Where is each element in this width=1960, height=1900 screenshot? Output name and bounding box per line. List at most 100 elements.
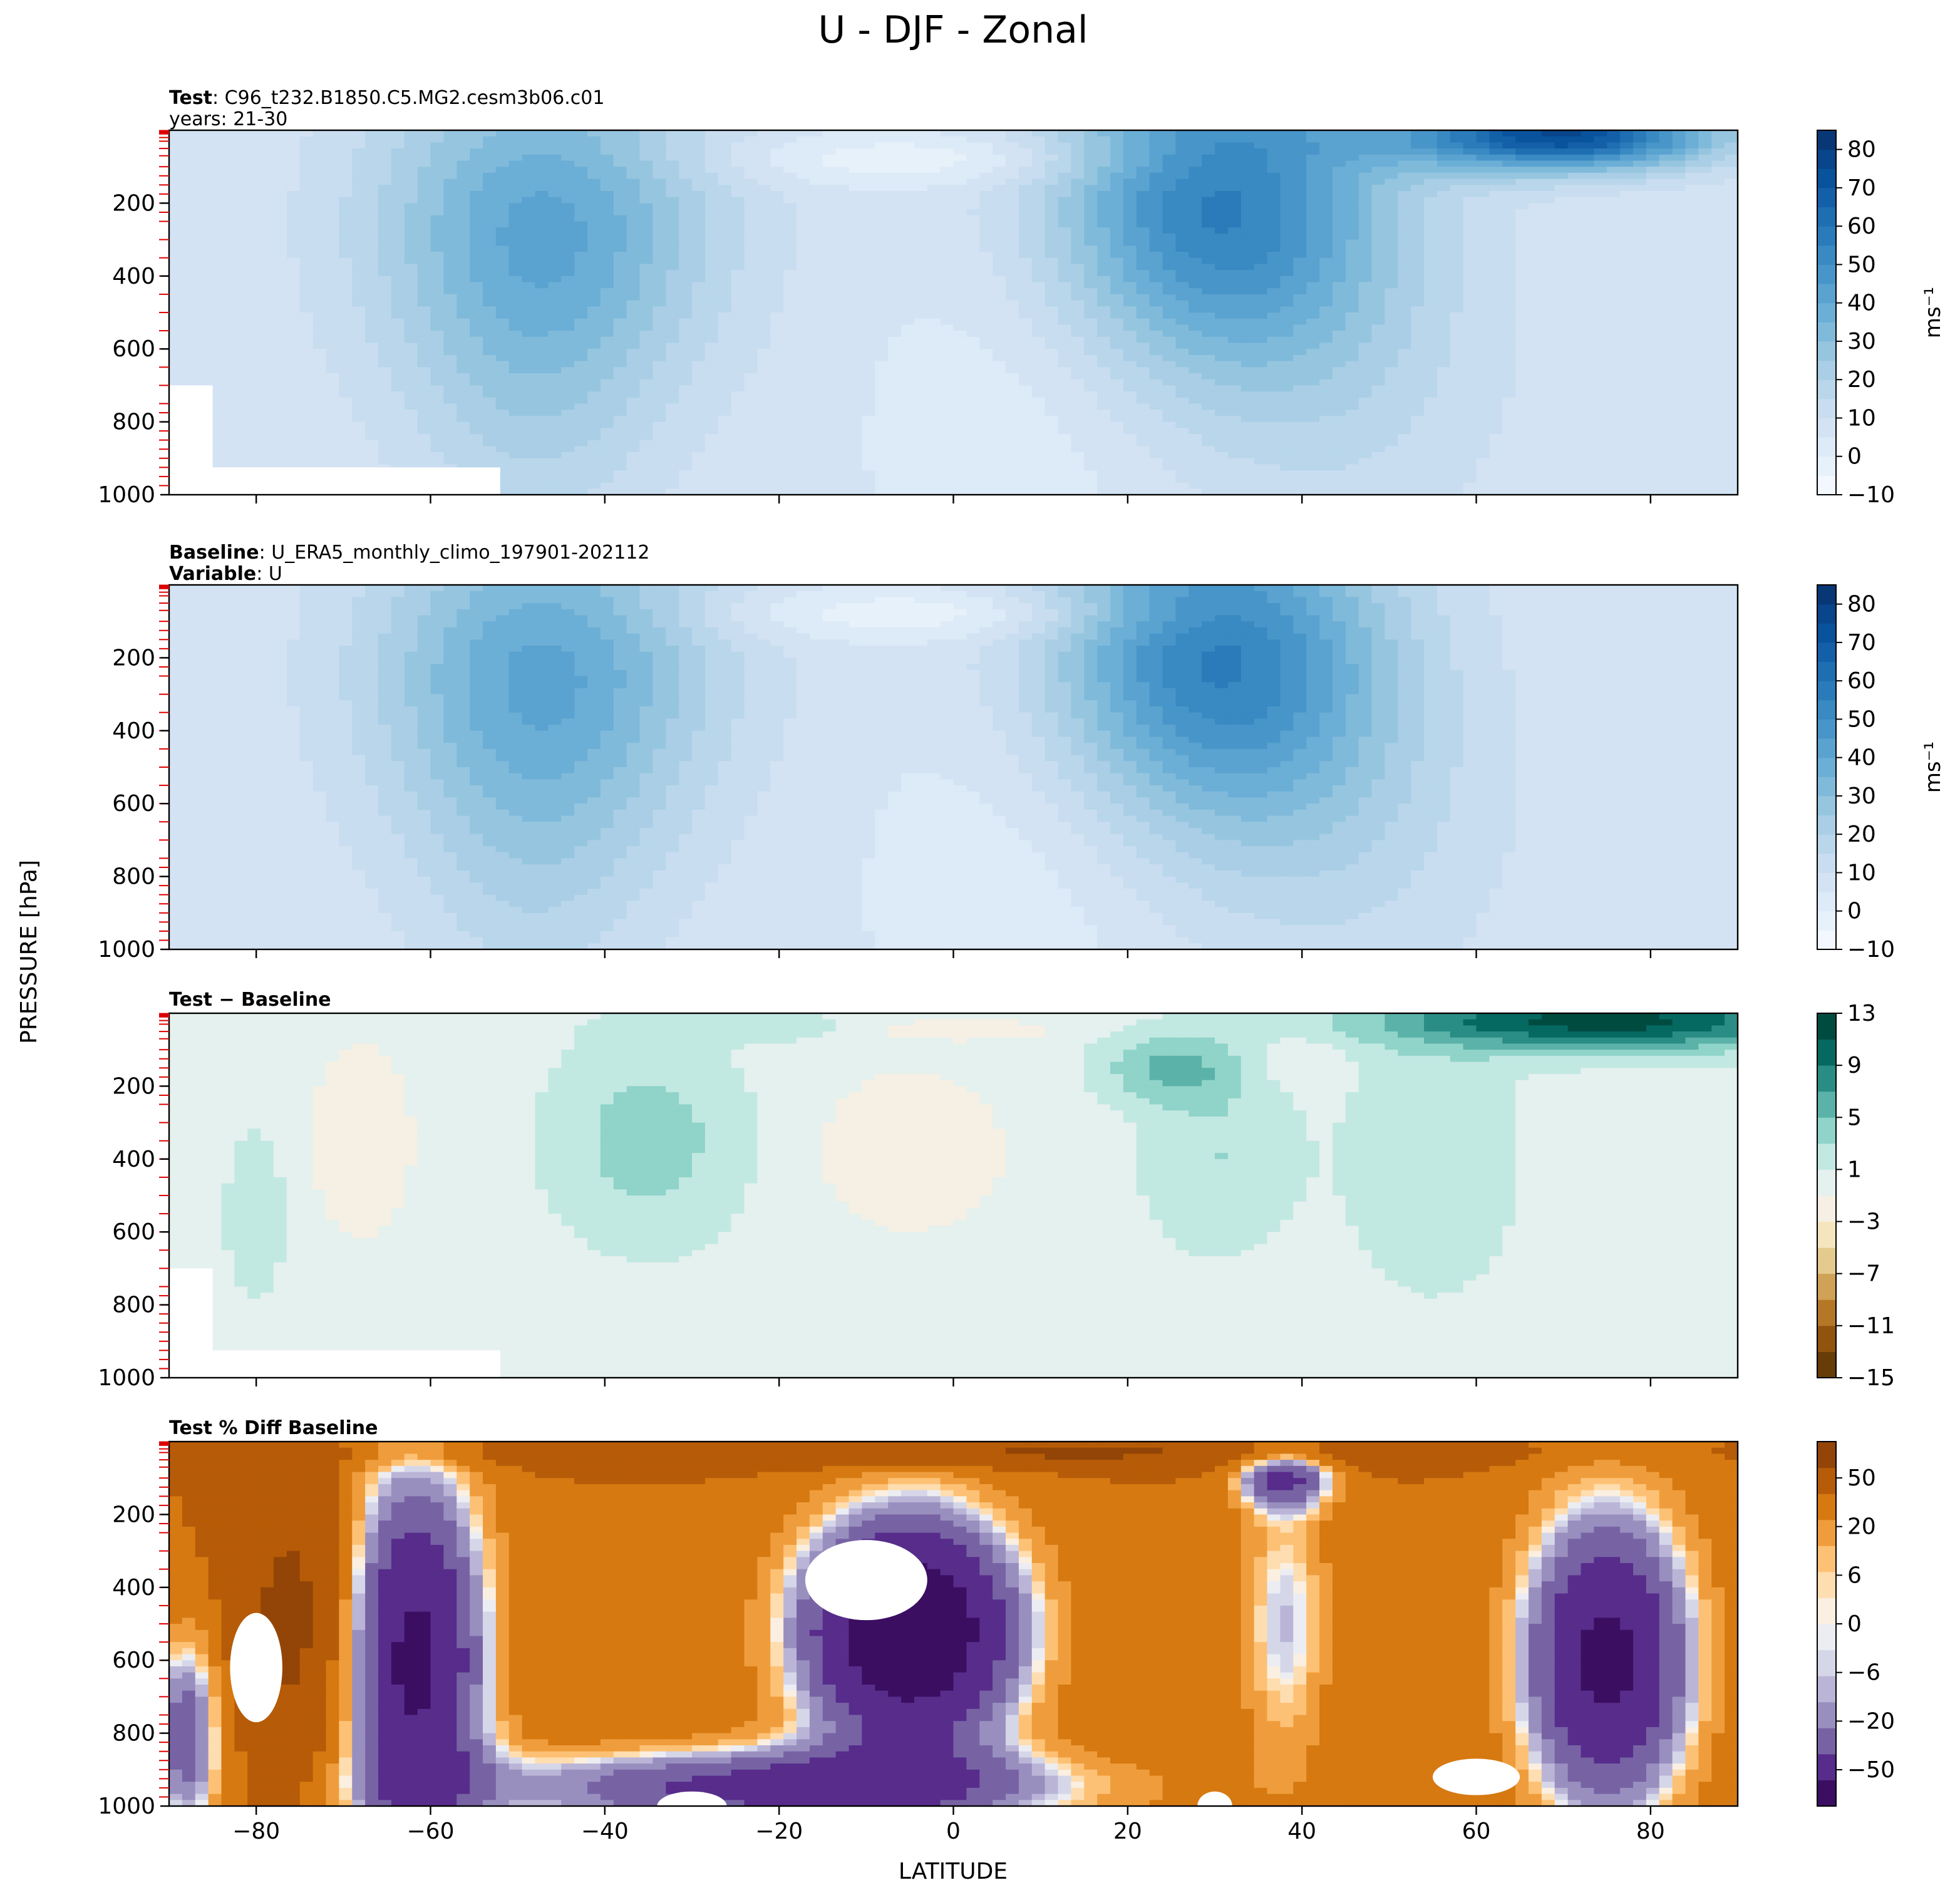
field-cell [522, 172, 536, 180]
field-cell [626, 185, 641, 192]
field-cell [561, 252, 575, 259]
field-cell [927, 312, 941, 319]
field-cell [1502, 252, 1516, 259]
field-cell [1659, 354, 1673, 362]
field-cell [979, 373, 993, 380]
field-cell [470, 221, 483, 228]
field-cell [548, 354, 562, 362]
field-cell [299, 191, 314, 198]
field-cell [286, 215, 301, 222]
field-cell [1581, 136, 1594, 143]
field-cell [1123, 324, 1137, 331]
field-cell [1071, 367, 1085, 374]
field-cell [1306, 354, 1320, 362]
field-cell [966, 252, 980, 259]
field-cell [1541, 257, 1555, 264]
field-cell [613, 318, 627, 325]
field-cell [953, 197, 967, 204]
field-cell [456, 197, 470, 204]
field-cell [744, 354, 758, 362]
field-cell [1398, 288, 1411, 295]
field-cell [1240, 318, 1255, 325]
field-cell [1345, 148, 1359, 155]
field-cell [1502, 160, 1516, 167]
field-cell [574, 172, 588, 180]
field-cell [352, 282, 366, 289]
field-cell [169, 191, 183, 198]
field-cell [679, 203, 693, 210]
field-cell [914, 331, 928, 338]
field-cell [927, 288, 941, 295]
field-cell [1306, 306, 1320, 313]
field-cell [1123, 197, 1137, 204]
field-cell [1018, 209, 1033, 216]
field-cell [561, 270, 575, 277]
field-cell [326, 178, 339, 185]
field-cell [704, 233, 719, 240]
field-cell [182, 361, 196, 368]
field-cell [1254, 172, 1268, 180]
field-cell [1280, 185, 1294, 192]
field-cell [757, 136, 771, 143]
field-cell [1254, 252, 1268, 259]
field-cell [1489, 282, 1503, 289]
field-cell [1463, 324, 1477, 331]
field-cell [914, 343, 928, 349]
field-cell [1450, 203, 1464, 210]
field-cell [1097, 239, 1111, 246]
field-cell [809, 361, 823, 368]
field-cell [274, 203, 287, 210]
field-cell [1267, 172, 1281, 180]
field-cell [1215, 282, 1229, 289]
field-cell [221, 233, 235, 240]
field-cell [548, 221, 562, 228]
field-cell [1672, 312, 1686, 319]
field-cell [1424, 336, 1438, 344]
field-cell [1293, 282, 1307, 289]
field-cell [770, 361, 784, 368]
field-cell [783, 227, 797, 234]
field-cell [652, 257, 666, 264]
field-cell [797, 294, 810, 301]
field-cell [299, 331, 314, 338]
field-cell [1110, 324, 1124, 331]
field-cell [1018, 227, 1033, 234]
field-cell [169, 203, 183, 210]
field-cell [1202, 239, 1215, 246]
field-cell [809, 239, 823, 246]
field-cell [1332, 130, 1346, 137]
field-cell [430, 252, 444, 259]
field-cell [652, 343, 666, 349]
field-cell [1424, 361, 1438, 368]
field-cell [1633, 130, 1647, 137]
field-cell [835, 209, 850, 216]
field-cell [822, 203, 837, 210]
field-cell [365, 367, 379, 374]
field-cell [1345, 306, 1359, 313]
field-cell [888, 239, 902, 246]
field-cell [1633, 203, 1647, 210]
field-cell [1306, 136, 1320, 143]
field-cell [1058, 324, 1071, 331]
field-cell [1502, 142, 1516, 149]
field-cell [561, 203, 575, 210]
field-cell [1358, 142, 1373, 149]
field-cell [1110, 354, 1124, 362]
field-cell [1018, 282, 1033, 289]
field-cell [953, 239, 967, 246]
field-cell [1476, 167, 1490, 173]
field-cell [561, 318, 575, 325]
field-cell [1607, 349, 1621, 356]
field-cell [1436, 239, 1451, 246]
field-cell [862, 167, 875, 173]
field-cell [1202, 167, 1215, 173]
field-cell [822, 209, 837, 216]
field-cell [1162, 264, 1176, 271]
field-cell [1175, 142, 1189, 149]
field-cell [888, 130, 902, 137]
field-cell [443, 227, 457, 234]
field-cell [260, 276, 274, 283]
field-cell [979, 142, 993, 149]
field-cell [666, 367, 679, 374]
field-cell [875, 379, 889, 386]
